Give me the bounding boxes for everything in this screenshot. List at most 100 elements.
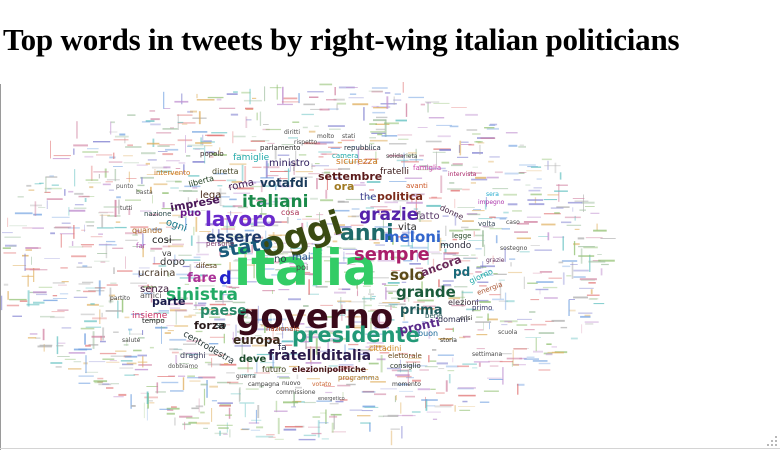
cloud-speckle [596, 223, 598, 231]
cloud-speckle [85, 371, 99, 373]
cloud-speckle [237, 367, 253, 370]
cloud-speckle [509, 258, 516, 260]
cloud-speckle [93, 171, 109, 173]
cloud-speckle [138, 337, 145, 339]
cloud-speckle [339, 224, 345, 226]
cloud-speckle [349, 93, 357, 95]
cloud-speckle [161, 326, 162, 344]
cloud-speckle [334, 291, 347, 294]
cloud-speckle [422, 305, 436, 308]
cloud-speckle [253, 221, 271, 224]
cloud-speckle [538, 332, 555, 334]
cloud-speckle [364, 304, 372, 307]
cloud-speckle [367, 310, 385, 312]
cloud-speckle [196, 93, 198, 99]
cloud-speckle [36, 293, 48, 296]
cloud-speckle [566, 224, 582, 226]
cloud-speckle [397, 375, 412, 378]
cloud-speckle [296, 273, 298, 281]
cloud-speckle [274, 438, 284, 440]
cloud-speckle [300, 341, 310, 343]
cloud-speckle [275, 372, 291, 374]
cloud-speckle [411, 193, 425, 195]
cloud-speckle [344, 271, 354, 273]
cloud-speckle [417, 299, 434, 302]
cloud-speckle [250, 225, 265, 227]
cloud-speckle [237, 330, 248, 333]
cloud-speckle [460, 260, 471, 262]
word-cloud: italia governo oggi presidente anni lavo… [1, 82, 616, 446]
word-cloud-small-words [1, 82, 616, 446]
cloud-speckle [346, 264, 356, 265]
cloud-speckle [310, 108, 323, 110]
cloud-speckle [333, 177, 342, 180]
cloud-speckle [462, 220, 474, 222]
cloud-speckle [480, 265, 495, 268]
cloud-speckle [349, 370, 357, 372]
cloud-speckle [251, 136, 257, 138]
cloud-speckle [382, 213, 384, 231]
cloud-word: roma [227, 177, 255, 193]
cloud-word: parte [152, 295, 185, 308]
cloud-speckle [350, 224, 364, 226]
cloud-speckle [308, 173, 320, 175]
cloud-speckle [459, 140, 462, 156]
cloud-speckle [184, 185, 201, 188]
cloud-speckle [334, 87, 336, 96]
cloud-speckle [447, 188, 463, 190]
cloud-speckle [369, 142, 375, 145]
cloud-speckle [55, 366, 62, 368]
cloud-speckle [110, 355, 128, 357]
cloud-speckle [98, 244, 117, 246]
cloud-speckle [39, 344, 53, 347]
cloud-speckle [269, 87, 282, 89]
cloud-speckle [298, 370, 313, 372]
cloud-speckle [119, 133, 126, 136]
cloud-speckle [303, 305, 309, 307]
cloud-speckle [221, 294, 236, 296]
cloud-speckle [78, 262, 83, 264]
cloud-speckle [241, 374, 257, 376]
resize-grip-icon[interactable] [766, 435, 778, 447]
cloud-speckle [56, 345, 64, 347]
cloud-speckle [590, 289, 593, 295]
cloud-speckle [392, 271, 397, 273]
cloud-speckle [363, 107, 365, 121]
cloud-speckle [170, 187, 179, 189]
cloud-speckle [360, 182, 365, 184]
cloud-speckle [408, 195, 417, 197]
cloud-speckle [393, 96, 395, 105]
cloud-speckle [39, 182, 44, 184]
cloud-speckle [259, 213, 267, 215]
cloud-speckle [443, 252, 459, 254]
cloud-speckle [432, 349, 437, 351]
cloud-speckle [348, 97, 364, 99]
cloud-speckle [167, 409, 174, 411]
cloud-speckle [166, 412, 175, 415]
cloud-speckle [373, 107, 388, 109]
cloud-speckle [127, 114, 136, 116]
cloud-speckle [208, 343, 219, 345]
cloud-speckle [373, 242, 380, 244]
cloud-speckle [211, 132, 228, 134]
cloud-speckle [3, 252, 17, 254]
cloud-speckle [99, 305, 104, 307]
cloud-speckle [164, 332, 171, 334]
cloud-speckle [372, 251, 383, 253]
cloud-speckle [476, 141, 481, 143]
cloud-word: grazie [359, 205, 418, 225]
cloud-speckle [452, 255, 469, 256]
cloud-speckle [308, 274, 316, 276]
cloud-speckle [330, 358, 339, 361]
cloud-speckle [227, 233, 243, 235]
cloud-speckle [94, 260, 110, 262]
cloud-speckle [204, 223, 214, 226]
cloud-speckle [148, 213, 160, 216]
cloud-speckle [479, 285, 487, 287]
cloud-speckle [442, 170, 448, 172]
cloud-speckle [253, 263, 255, 279]
cloud-word: crisi [460, 315, 473, 322]
cloud-speckle [205, 201, 220, 202]
cloud-speckle [211, 407, 213, 422]
cloud-speckle [580, 248, 583, 264]
